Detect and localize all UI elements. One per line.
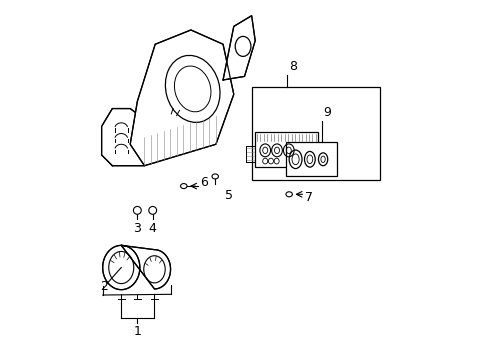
Ellipse shape [148,206,156,214]
Text: 2: 2 [101,280,108,293]
Polygon shape [130,30,233,166]
Text: 4: 4 [148,222,156,235]
Polygon shape [102,109,151,166]
Polygon shape [223,16,255,80]
Text: 3: 3 [133,222,141,235]
Text: 6: 6 [200,176,207,189]
Polygon shape [102,246,170,290]
Ellipse shape [235,36,250,57]
Ellipse shape [212,174,218,179]
Text: 8: 8 [288,60,297,73]
Ellipse shape [180,184,186,189]
Ellipse shape [133,206,141,214]
Ellipse shape [165,55,220,122]
Text: 9: 9 [323,106,331,119]
Bar [255,132,317,167]
Bar [251,87,380,180]
Ellipse shape [285,192,292,197]
Text: 5: 5 [224,189,232,202]
Text: 7: 7 [305,192,313,204]
Bar [285,143,337,176]
Text: 1: 1 [133,325,141,338]
